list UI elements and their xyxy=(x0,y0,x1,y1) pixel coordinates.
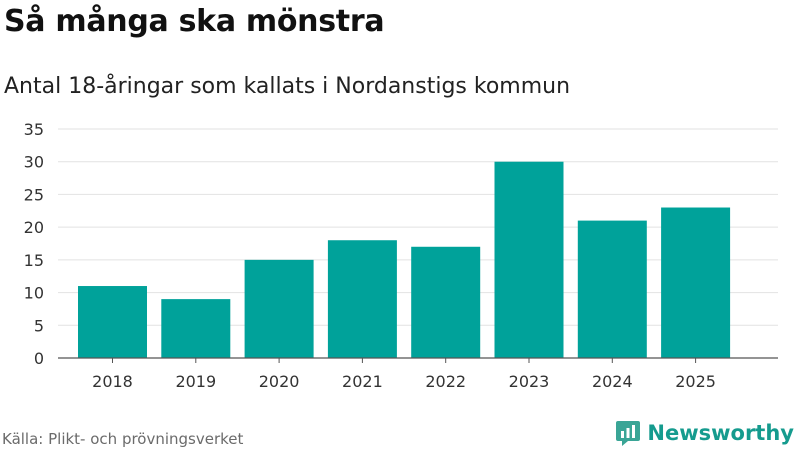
bar-2018 xyxy=(78,286,147,358)
y-tick-label: 35 xyxy=(24,120,44,139)
bar-2020 xyxy=(244,259,314,358)
bar-2024 xyxy=(577,220,647,358)
newsworthy-logo-icon xyxy=(616,421,641,446)
source-note: Källa: Plikt- och prövningsverket xyxy=(2,430,244,448)
y-tick-label: 0 xyxy=(34,349,44,368)
y-tick-label: 15 xyxy=(24,251,44,270)
x-tick-label: 2020 xyxy=(259,372,300,391)
y-tick-label: 20 xyxy=(24,218,44,237)
x-tick-label: 2021 xyxy=(342,372,383,391)
x-tick-label: 2018 xyxy=(92,372,133,391)
y-tick-label: 5 xyxy=(34,316,44,335)
bars xyxy=(78,161,731,358)
chart-title: Så många ska mönstra xyxy=(4,4,385,39)
bar-2025 xyxy=(661,207,731,358)
x-tick-label: 2022 xyxy=(425,372,466,391)
brand-name: Newsworthy xyxy=(647,421,794,445)
x-tick-label: 2019 xyxy=(175,372,216,391)
y-tick-label: 30 xyxy=(24,153,44,172)
y-tick-label: 10 xyxy=(24,284,44,303)
x-tick-label: 2023 xyxy=(509,372,550,391)
bar-2019 xyxy=(161,299,231,358)
brand-logo: Newsworthy xyxy=(615,419,794,447)
x-tick-label: 2025 xyxy=(675,372,716,391)
bar-2023 xyxy=(494,161,564,358)
y-tick-label: 25 xyxy=(24,185,44,204)
bar-2022 xyxy=(411,246,481,358)
bar-2021 xyxy=(327,240,397,358)
chart-subtitle: Antal 18-åringar som kallats i Nordansti… xyxy=(4,74,571,99)
x-tick-label: 2024 xyxy=(592,372,633,391)
